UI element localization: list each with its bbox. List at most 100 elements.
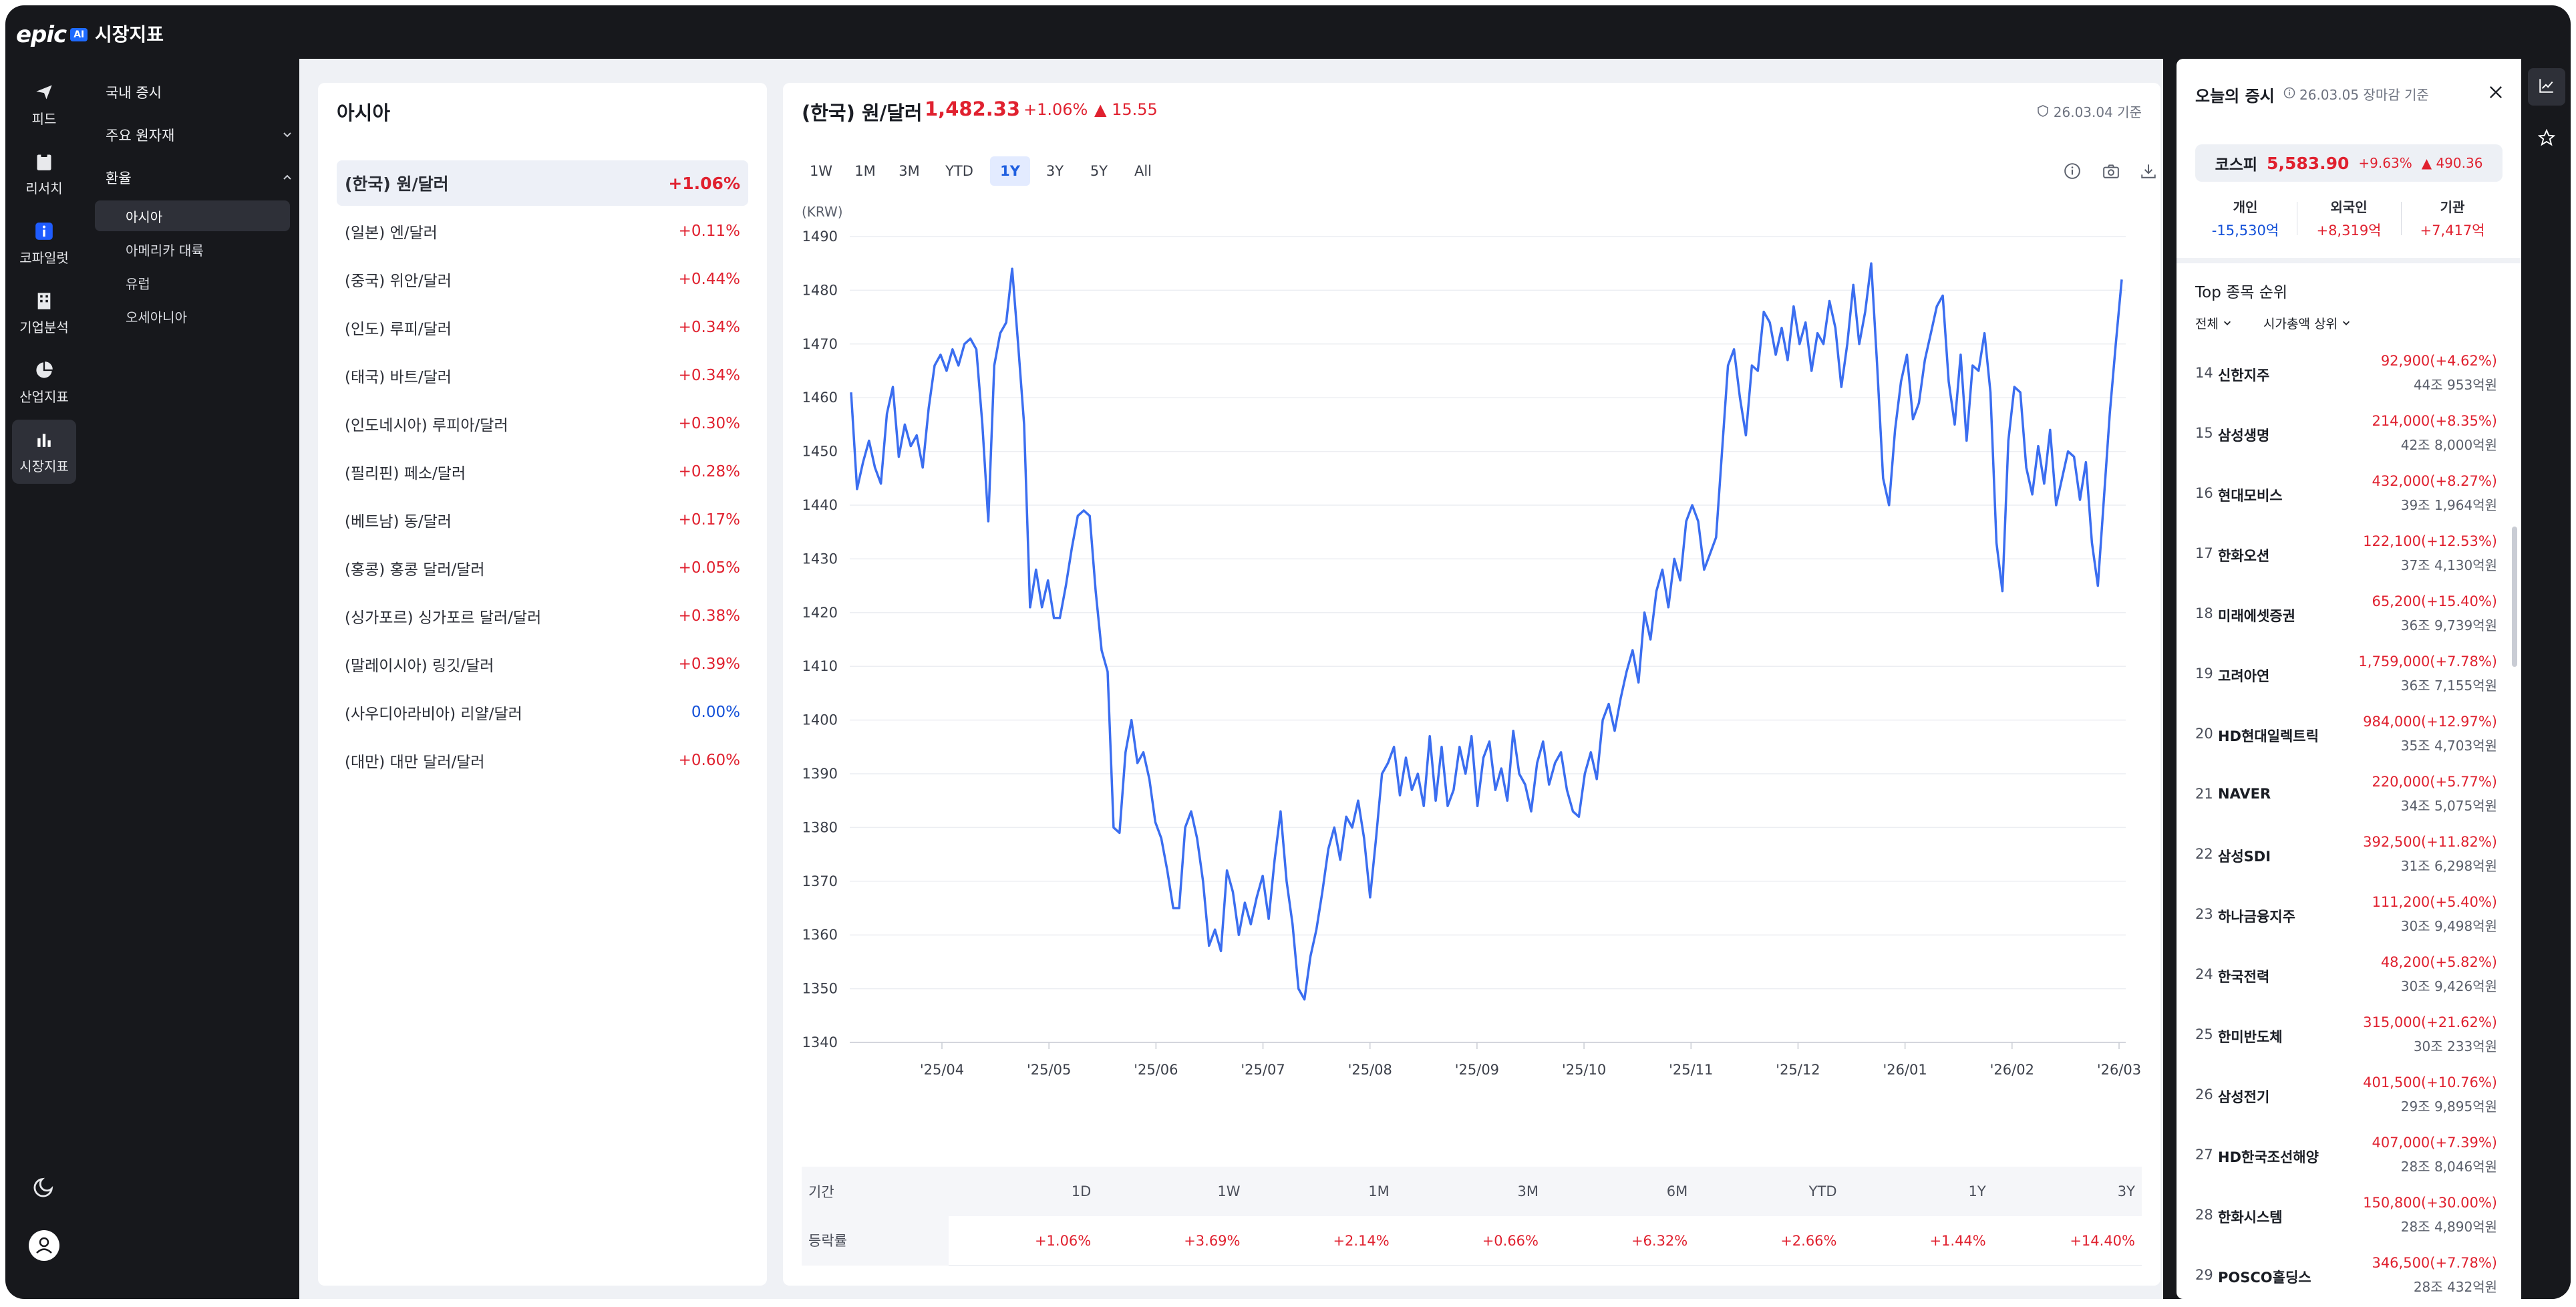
currency-pct: 0.00%	[691, 704, 740, 721]
list-item[interactable]: 28 한화시스템 150,800(+30.00%) 28조 4,890억원	[2195, 1187, 2503, 1244]
currency-pct: +0.05%	[678, 559, 740, 577]
stock-rank: 16	[2195, 485, 2213, 501]
subnav-item-europe[interactable]: 유럽	[95, 267, 290, 298]
list-item[interactable]: (한국) 원/달러 +1.06%	[337, 160, 748, 206]
favorites-button[interactable]	[2528, 120, 2565, 158]
stock-name: 고려아연	[2218, 668, 2270, 684]
subnav-domestic[interactable]: 국내 증시	[106, 74, 293, 111]
rail-item-market[interactable]: 시장지표	[12, 420, 76, 484]
list-item[interactable]: (필리핀) 페소/달러 +0.28%	[337, 449, 748, 494]
clipboard-icon	[33, 151, 55, 172]
list-item[interactable]: 18 미래에셋증권 65,200(+15.40%) 36조 9,739억원	[2195, 585, 2503, 643]
range-1w[interactable]: 1W	[809, 163, 833, 179]
list-item[interactable]: (인도) 루피/달러 +0.34%	[337, 305, 748, 350]
list-item[interactable]: 23 하나금융지주 111,200(+5.40%) 30조 9,498억원	[2195, 886, 2503, 943]
subnav-commodities[interactable]: 주요 원자재	[106, 116, 293, 154]
epic-logo[interactable]: epic AI	[16, 21, 88, 48]
close-button[interactable]	[2486, 83, 2508, 104]
logo-text: epic	[16, 21, 67, 48]
rail-item-feed[interactable]: 피드	[12, 72, 76, 136]
rail-item-company[interactable]: 기업분석	[12, 281, 76, 345]
range-3y[interactable]: 3Y	[1045, 163, 1064, 179]
list-item[interactable]: 25 한미반도체 315,000(+21.62%) 30조 233억원	[2195, 1006, 2503, 1064]
kospi-index-box[interactable]: 코스피 5,583.90 +9.63% ▲ 490.36	[2195, 144, 2503, 182]
list-item[interactable]: (싱가포르) 싱가포르 달러/달러 +0.38%	[337, 593, 748, 639]
subnav-item-americas[interactable]: 아메리카 대륙	[95, 234, 290, 265]
list-item[interactable]: (중국) 위안/달러 +0.44%	[337, 257, 748, 302]
list-item[interactable]: 15 삼성생명 214,000(+8.35%) 42조 8,000억원	[2195, 405, 2503, 462]
download-icon[interactable]	[2136, 159, 2160, 183]
filter-sort-dropdown[interactable]: 시가총액 상위	[2263, 314, 2351, 332]
stock-name: 한국전력	[2218, 969, 2270, 985]
stock-cap: 31조 6,298억원	[2400, 858, 2497, 874]
subnav-fx[interactable]: 환율	[106, 159, 293, 196]
y-tick-label: 1410	[802, 658, 838, 674]
stock-cap: 29조 9,895억원	[2400, 1099, 2497, 1115]
currency-name: (인도) 루피/달러	[345, 321, 452, 338]
range-ytd[interactable]: YTD	[945, 163, 973, 179]
range-1m[interactable]: 1M	[854, 163, 876, 179]
list-item[interactable]: 19 고려아연 1,759,000(+7.78%) 36조 7,155억원	[2195, 645, 2503, 703]
stock-cap: 30조 9,426억원	[2400, 978, 2497, 994]
subnav-item-asia[interactable]: 아시아	[95, 200, 290, 231]
return-3m: +0.66%	[1482, 1232, 1539, 1249]
info-icon[interactable]	[2060, 159, 2084, 183]
profile-button[interactable]	[12, 1223, 76, 1271]
list-item[interactable]: (일본) 엔/달러 +0.11%	[337, 208, 748, 254]
scrollbar-thumb[interactable]	[2512, 527, 2517, 667]
list-item[interactable]: (대만) 대만 달러/달러 +0.60%	[337, 738, 748, 783]
list-item[interactable]: 24 한국전력 48,200(+5.82%) 30조 9,426억원	[2195, 946, 2503, 1004]
stock-cap: 28조 432억원	[2413, 1279, 2497, 1295]
currency-name: (말레이시아) 링깃/달러	[345, 658, 494, 675]
range-5y[interactable]: 5Y	[1090, 163, 1108, 179]
currency-pct: +0.44%	[678, 271, 740, 288]
list-item[interactable]: 14 신한지주 92,900(+4.62%) 44조 953억원	[2195, 345, 2503, 402]
main-nav-rail: 피드 리서치 코파일럿 기업분석 산업지표	[5, 59, 83, 1299]
stock-price: 401,500(+10.76%)	[2363, 1074, 2497, 1091]
rail-item-research[interactable]: 리서치	[12, 142, 76, 206]
stock-name: 하나금융지주	[2218, 909, 2295, 925]
rail-item-industry[interactable]: 산업지표	[12, 350, 76, 414]
stock-price: 392,500(+11.82%)	[2363, 834, 2497, 850]
list-item[interactable]: (베트남) 동/달러 +0.17%	[337, 497, 748, 543]
x-tick-label: '25/12	[1776, 1062, 1820, 1078]
list-item[interactable]: 27 HD한국조선해양 407,000(+7.39%) 28조 8,046억원	[2195, 1127, 2503, 1184]
filter-label: 전체	[2195, 317, 2219, 331]
list-item[interactable]: (태국) 바트/달러 +0.34%	[337, 353, 748, 398]
stock-cap: 35조 4,703억원	[2400, 738, 2497, 754]
list-item[interactable]: 16 현대모비스 432,000(+8.27%) 39조 1,964억원	[2195, 465, 2503, 523]
list-item[interactable]: (사우디아라비아) 리얄/달러 0.00%	[337, 690, 748, 735]
list-item[interactable]: 20 HD현대일렉트릭 984,000(+12.97%) 35조 4,703억원	[2195, 706, 2503, 763]
range-3m[interactable]: 3M	[899, 163, 920, 179]
chart-view-button[interactable]	[2528, 68, 2565, 106]
stock-name: HD현대일렉트릭	[2218, 728, 2319, 744]
rail-item-copilot[interactable]: 코파일럿	[12, 211, 76, 275]
list-item[interactable]: 21 NAVER 220,000(+5.77%) 34조 5,075억원	[2195, 766, 2503, 823]
list-item[interactable]: 17 한화오션 122,100(+12.53%) 37조 4,130억원	[2195, 525, 2503, 583]
stock-price: 122,100(+12.53%)	[2363, 533, 2497, 549]
filter-all-dropdown[interactable]: 전체	[2195, 314, 2232, 332]
range-all[interactable]: All	[1134, 163, 1152, 179]
fx-line-chart[interactable]: (KRW) 1340 1350 1360 1370 1380 1390 1400 1410 142…	[783, 200, 2160, 1209]
stock-price: 1,759,000(+7.78%)	[2358, 654, 2497, 670]
currency-name: (인도네시아) 루피아/달러	[345, 417, 508, 434]
range-1y[interactable]: 1Y	[990, 156, 1030, 186]
currency-pct: +0.11%	[678, 223, 740, 240]
camera-icon[interactable]	[2099, 159, 2123, 183]
y-tick-label: 1450	[802, 444, 838, 460]
dark-mode-toggle[interactable]	[12, 1164, 76, 1212]
list-item[interactable]: (홍콩) 홍콩 달러/달러 +0.05%	[337, 545, 748, 591]
list-item[interactable]: (인도네시아) 루피아/달러 +0.30%	[337, 401, 748, 446]
x-tick-label: '25/07	[1241, 1062, 1285, 1078]
list-item[interactable]: 22 삼성SDI 392,500(+11.82%) 31조 6,298억원	[2195, 826, 2503, 883]
building-icon	[33, 290, 55, 311]
stock-cap: 28조 4,890억원	[2400, 1219, 2497, 1235]
subnav-label: 유럽	[126, 275, 150, 292]
subnav-item-oceania[interactable]: 오세아니아	[95, 301, 290, 331]
y-tick-label: 1340	[802, 1034, 838, 1050]
stock-name: 한화오션	[2218, 548, 2270, 564]
list-item[interactable]: 29 POSCO홀딩스 346,500(+7.78%) 28조 432억원	[2195, 1247, 2503, 1299]
list-item[interactable]: (말레이시아) 링깃/달러 +0.39%	[337, 641, 748, 687]
investor-foreign: 외국인 +8,319억	[2299, 196, 2399, 240]
list-item[interactable]: 26 삼성전기 401,500(+10.76%) 29조 9,895억원	[2195, 1066, 2503, 1124]
